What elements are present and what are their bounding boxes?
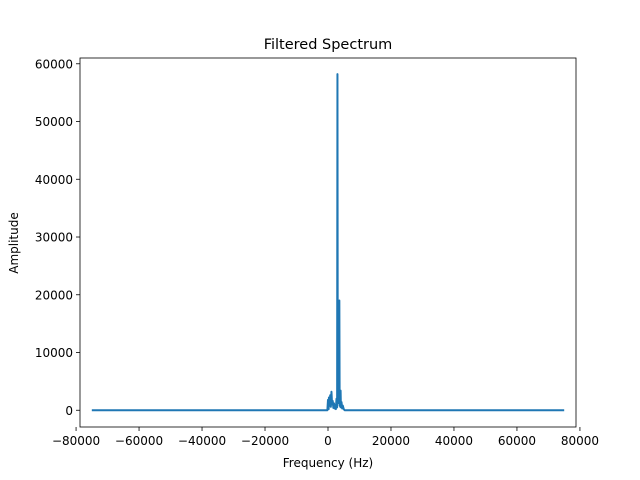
- series-line-0: [91, 73, 565, 412]
- y-tick-label: 50000: [35, 115, 73, 129]
- y-tick-label: 60000: [35, 57, 73, 71]
- x-axis-label: Frequency (Hz): [283, 456, 374, 470]
- y-tick-label: 10000: [35, 346, 73, 360]
- y-axis: 0 10000 20000 30000 40000 50000 60000: [35, 57, 80, 418]
- x-tick-label: −80000: [52, 434, 100, 448]
- x-tick-label: −60000: [115, 434, 163, 448]
- y-axis-label: Amplitude: [7, 212, 21, 274]
- x-tick-label: 20000: [372, 434, 410, 448]
- chart-title: Filtered Spectrum: [264, 37, 393, 53]
- plot-area: [91, 73, 565, 412]
- x-tick-label: −20000: [241, 434, 289, 448]
- plot-frame: [79, 57, 577, 428]
- x-axis: −80000 −60000 −40000 −20000 0 20000 40000 60000…: [52, 427, 599, 448]
- x-tick-label: 0: [324, 434, 332, 448]
- x-tick-label: −40000: [178, 434, 226, 448]
- x-tick-label: 60000: [498, 434, 536, 448]
- y-tick-label: 30000: [35, 231, 73, 245]
- x-tick-label: 40000: [435, 434, 473, 448]
- x-tick-label: 80000: [561, 434, 599, 448]
- y-tick-label: 0: [65, 404, 73, 418]
- y-tick-label: 20000: [35, 288, 73, 302]
- y-tick-label: 40000: [35, 173, 73, 187]
